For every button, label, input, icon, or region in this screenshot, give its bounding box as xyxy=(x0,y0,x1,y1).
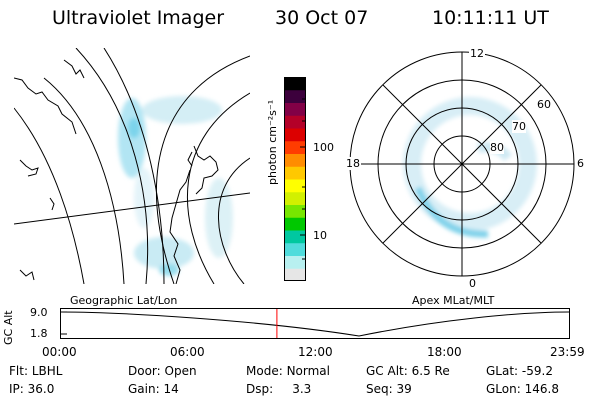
colorbar-cell xyxy=(284,140,306,154)
mlt-label-6: 6 xyxy=(577,157,584,170)
date-label: 30 Oct 07 xyxy=(275,7,369,29)
lat-lon-grid xyxy=(14,48,250,284)
coastlines xyxy=(14,59,219,284)
apex-caption: Apex MLat/MLT xyxy=(412,294,495,307)
alt-axis-label: GC Alt xyxy=(2,310,15,345)
altitude-strip xyxy=(60,308,570,339)
colorbar-cell xyxy=(284,89,306,103)
info-glat: GLat: -59.2 xyxy=(486,364,553,378)
time-tick-1800: 18:00 xyxy=(427,345,462,359)
colorbar-cell xyxy=(284,153,306,167)
mlt-label-12: 12 xyxy=(469,47,485,60)
mlt-label-18: 18 xyxy=(345,157,361,170)
info-gc-alt: GC Alt: 6.5 Re xyxy=(366,364,450,378)
colorbar-cell xyxy=(284,230,306,244)
mlat-label-60: 60 xyxy=(537,98,551,111)
colorbar-cell xyxy=(284,268,306,281)
colorbar-cell xyxy=(284,217,306,231)
mlat-label-70: 70 xyxy=(512,120,526,133)
time-tick-1200: 12:00 xyxy=(298,345,333,359)
info-dsp: Dsp: 3.3 xyxy=(246,382,312,396)
geographic-caption: Geographic Lat/Lon xyxy=(70,294,178,307)
alt-tick-high: 9.0 xyxy=(30,306,48,319)
colorbar-cell xyxy=(284,204,306,218)
colorbar-cell xyxy=(284,115,306,129)
colorbar-unit-label: photon cm⁻²s⁻¹ xyxy=(266,99,279,185)
aurora-emission xyxy=(118,96,233,276)
color-bar xyxy=(284,77,306,281)
mlt-label-0: 0 xyxy=(468,277,477,290)
colorbar-cell xyxy=(284,102,306,116)
instrument-title: Ultraviolet Imager xyxy=(52,7,225,29)
altitude-curve xyxy=(60,311,570,337)
info-glon: GLon: 146.8 xyxy=(486,382,559,396)
polar-plot xyxy=(349,51,575,277)
time-tick-2359: 23:59 xyxy=(550,345,585,359)
colorbar-cell xyxy=(284,255,306,269)
colorbar-tick-100: 100 xyxy=(313,141,334,154)
colorbar-cell xyxy=(284,77,306,91)
time-tick-0600: 06:00 xyxy=(170,345,205,359)
info-gain: Gain: 14 xyxy=(128,382,179,396)
colorbar-cell xyxy=(284,128,306,142)
info-seq: Seq: 39 xyxy=(366,382,412,396)
colorbar-cell xyxy=(284,166,306,180)
polar-aurora xyxy=(403,97,537,238)
polar-grid xyxy=(349,51,575,277)
time-tick-0000: 00:00 xyxy=(42,345,77,359)
info-mode: Mode: Normal xyxy=(246,364,330,378)
info-door: Door: Open xyxy=(128,364,197,378)
time-label: 10:11:11 UT xyxy=(432,7,549,29)
mlat-label-80: 80 xyxy=(490,141,504,154)
geographic-map xyxy=(14,48,250,284)
colorbar-cell xyxy=(284,179,306,193)
colorbar-cell xyxy=(284,191,306,205)
colorbar-cell xyxy=(284,242,306,256)
info-flt: Flt: LBHL xyxy=(9,364,63,378)
info-ip: IP: 36.0 xyxy=(9,382,55,396)
colorbar-tick-10: 10 xyxy=(313,229,327,242)
alt-tick-low: 1.8 xyxy=(30,327,48,340)
